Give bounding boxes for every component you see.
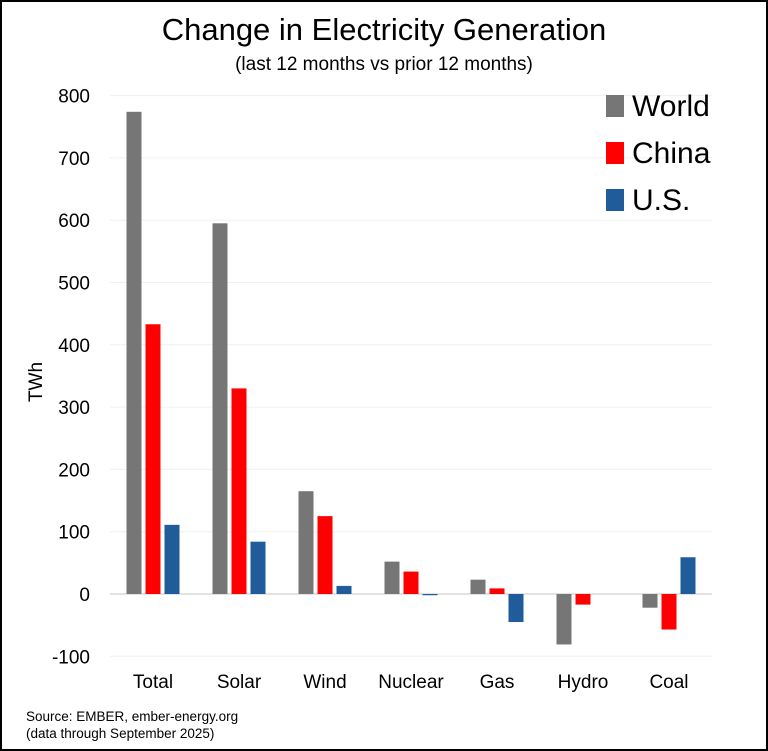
y-tick-label: 400 xyxy=(58,336,90,357)
bar-china-gas xyxy=(489,588,505,594)
y-axis-label: TWh xyxy=(26,362,47,402)
y-tick-label: 500 xyxy=(58,274,90,295)
chart-subtitle: (last 12 months vs prior 12 months) xyxy=(235,54,533,75)
x-tick-label: Gas xyxy=(480,672,515,693)
x-tick-label: Coal xyxy=(649,672,688,693)
legend-swatch xyxy=(606,189,624,211)
bar-world-solar xyxy=(212,223,228,594)
bar-china-nuclear xyxy=(403,571,419,594)
legend-label: China xyxy=(632,137,711,170)
bar-us-solar xyxy=(250,541,266,594)
x-tick-label: Nuclear xyxy=(378,672,444,693)
bar-world-coal xyxy=(642,594,658,608)
bar-china-coal xyxy=(661,594,677,630)
chart-title: Change in Electricity Generation xyxy=(161,12,607,47)
x-tick-label: Hydro xyxy=(558,672,609,693)
x-tick-label: Solar xyxy=(217,672,262,693)
bar-us-total xyxy=(164,524,180,594)
bar-china-wind xyxy=(317,516,333,594)
bar-us-gas xyxy=(508,594,524,623)
bar-world-nuclear xyxy=(384,561,400,594)
x-tick-label: Total xyxy=(133,672,173,693)
bar-china-hydro xyxy=(575,594,591,605)
bar-world-wind xyxy=(298,491,314,594)
y-tick-label: 800 xyxy=(58,87,90,108)
note-text: (data through September 2025) xyxy=(26,726,215,741)
legend-swatch xyxy=(606,95,624,117)
legend-swatch xyxy=(606,142,624,164)
bar-china-solar xyxy=(231,388,247,594)
bar-us-nuclear xyxy=(422,594,438,596)
bar-world-gas xyxy=(470,579,486,594)
y-tick-label: 100 xyxy=(58,523,90,544)
x-tick-label: Wind xyxy=(303,672,346,693)
y-tick-label: 300 xyxy=(58,398,90,419)
y-tick-label: 200 xyxy=(58,460,90,481)
bar-china-total xyxy=(145,324,161,594)
legend-label: World xyxy=(632,90,710,123)
bar-us-wind xyxy=(336,585,352,594)
source-text: Source: EMBER, ember-energy.org xyxy=(26,709,239,724)
y-tick-label: 700 xyxy=(58,149,90,170)
y-tick-label: -100 xyxy=(52,647,90,668)
bar-world-total xyxy=(126,111,142,594)
legend-label: U.S. xyxy=(632,184,690,217)
bar-world-hydro xyxy=(556,594,572,645)
bar-us-coal xyxy=(680,557,696,594)
y-tick-label: 0 xyxy=(79,585,90,606)
y-tick-label: 600 xyxy=(58,211,90,232)
